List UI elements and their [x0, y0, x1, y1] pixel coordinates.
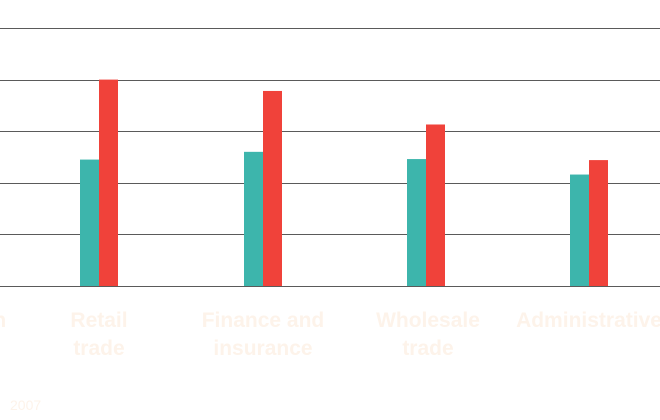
category-labels: ..n Retail trade Finance and insurance Wholes…	[0, 309, 660, 360]
category-label-3-line0: Wholesale	[376, 309, 480, 332]
category-label-3-line1: trade	[402, 337, 453, 360]
category-label-2-line1: insurance	[213, 337, 312, 360]
category-label-1-line0: Retail	[70, 309, 127, 332]
bar-series1-cat1	[80, 159, 99, 286]
category-label-4-line0: Administrative	[516, 309, 660, 332]
bar-series1-cat2	[244, 151, 263, 286]
bars	[80, 79, 608, 287]
year-label: 2007	[10, 397, 41, 413]
bar-series2-cat2	[263, 90, 282, 287]
category-label-2-line0: Finance and	[202, 309, 325, 332]
category-label-1-line1: trade	[73, 337, 124, 360]
bar-series2-cat1	[99, 79, 118, 286]
bar-series2-cat4	[589, 160, 608, 286]
bar-series2-cat3	[426, 124, 445, 286]
bar-series1-cat4	[570, 174, 589, 286]
category-label-0-line0: ..n	[0, 309, 6, 332]
bar-series1-cat3	[407, 159, 426, 286]
